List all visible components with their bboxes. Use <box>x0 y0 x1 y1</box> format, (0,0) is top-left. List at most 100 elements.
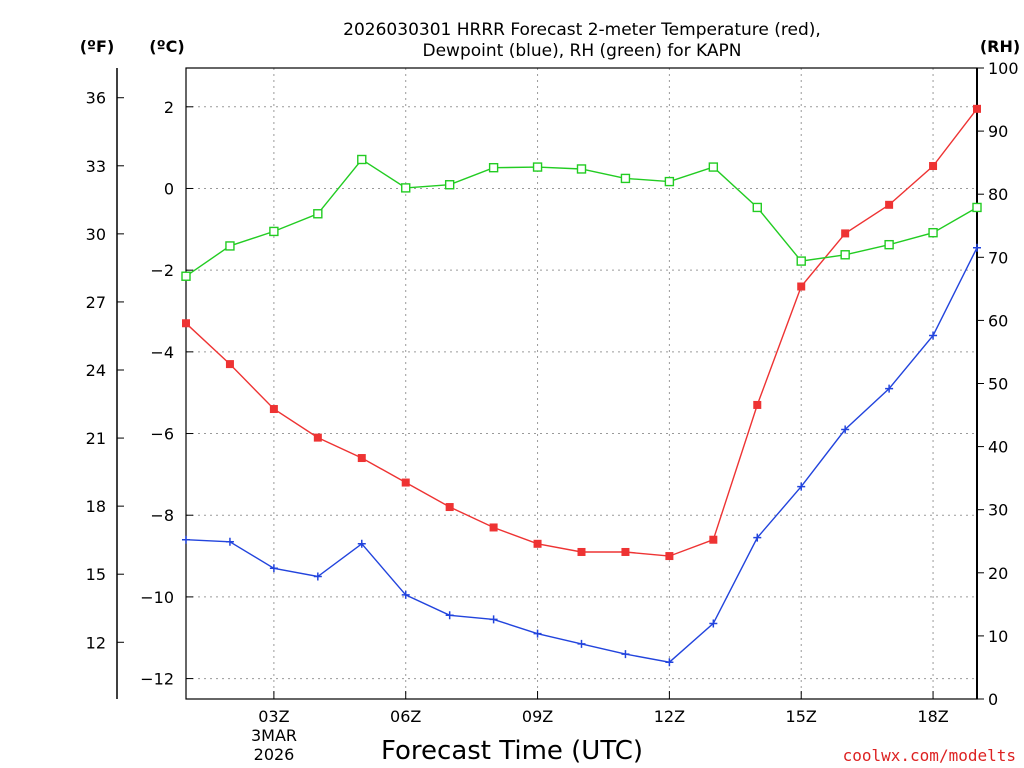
series-1 <box>182 243 981 667</box>
fahrenheit-tick-label: 15 <box>86 565 106 584</box>
x-tick-label: 18Z <box>917 707 948 726</box>
rh-tick-label: 70 <box>988 248 1008 267</box>
x-tick-label: 15Z <box>786 707 817 726</box>
rh-tick-label: 80 <box>988 185 1008 204</box>
data-point <box>313 209 323 219</box>
data-point <box>708 162 719 172</box>
date-label-day: 3MAR <box>251 726 297 745</box>
rh-unit-label: (RH) <box>980 37 1020 56</box>
data-point <box>664 176 675 187</box>
data-point <box>225 537 234 546</box>
celsius-tick-label: −6 <box>150 425 174 444</box>
celsius-unit-label: (ºC) <box>149 37 184 56</box>
data-point <box>577 547 586 556</box>
series-layer <box>181 104 982 667</box>
data-point <box>753 400 762 409</box>
credit-text[interactable]: coolwx.com/modelts <box>843 746 1016 765</box>
data-point <box>885 384 894 393</box>
data-point <box>401 590 410 599</box>
series-line <box>185 108 978 557</box>
x-axis-ticks: 03Z 06Z 09Z 12Z 15Z 18Z <box>258 691 949 726</box>
data-point <box>445 611 454 620</box>
data-point <box>357 154 367 165</box>
data-point <box>401 183 411 193</box>
data-point <box>973 104 981 113</box>
rh-tick-label: 100 <box>988 59 1019 78</box>
gridlines <box>186 68 977 699</box>
rh-tick-label: 60 <box>988 311 1008 330</box>
data-point <box>621 547 630 556</box>
celsius-tick-label: 0 <box>164 179 174 198</box>
fahrenheit-tick-label: 24 <box>86 361 106 380</box>
data-point <box>885 200 894 209</box>
data-point <box>444 180 455 190</box>
data-point <box>182 319 190 328</box>
data-point <box>225 360 234 369</box>
data-point <box>401 478 410 487</box>
data-point <box>709 619 718 628</box>
data-point <box>929 331 938 340</box>
celsius-tick-label: −12 <box>140 670 174 689</box>
rh-tick-label: 20 <box>988 564 1008 583</box>
rh-tick-label: 10 <box>988 627 1008 646</box>
chart-title-line2: Dewpoint (blue), RH (green) for KAPN <box>422 41 741 61</box>
rh-axis-ticks: 0 10 20 30 40 50 60 70 80 90 100 <box>977 59 1019 709</box>
data-point <box>796 256 806 266</box>
fahrenheit-tick-label: 27 <box>86 293 106 312</box>
data-point <box>973 243 981 252</box>
data-point <box>665 552 674 561</box>
fahrenheit-axis-ticks: 12 15 18 21 24 27 30 33 36 <box>86 89 124 652</box>
data-point <box>357 454 366 463</box>
data-point <box>182 535 190 544</box>
data-point <box>357 539 366 548</box>
data-point <box>533 629 542 638</box>
series-line <box>185 158 978 277</box>
rh-tick-label: 40 <box>988 438 1008 457</box>
data-point <box>753 533 762 542</box>
data-point <box>929 162 938 171</box>
data-point <box>488 162 499 173</box>
data-point <box>532 162 543 172</box>
data-point <box>709 535 718 544</box>
data-point <box>445 503 454 512</box>
celsius-tick-label: −4 <box>150 343 174 362</box>
fahrenheit-tick-label: 30 <box>86 225 106 244</box>
data-point <box>225 241 235 251</box>
fahrenheit-tick-label: 18 <box>86 497 106 516</box>
data-point <box>665 658 674 667</box>
data-point <box>269 405 278 414</box>
x-axis-label: Forecast Time (UTC) <box>381 736 643 766</box>
data-point <box>620 173 631 184</box>
x-tick-label: 12Z <box>654 707 685 726</box>
celsius-axis-ticks: −12 −10 −8 −6 −4 −2 0 2 <box>140 98 193 689</box>
data-point <box>181 271 191 281</box>
data-point <box>269 564 278 573</box>
rh-tick-label: 50 <box>988 375 1008 394</box>
celsius-tick-label: −10 <box>140 588 174 607</box>
fahrenheit-tick-label: 21 <box>86 429 106 448</box>
data-point <box>576 164 587 174</box>
data-point <box>928 227 938 238</box>
data-point <box>797 282 806 291</box>
series-line <box>185 247 978 663</box>
data-point <box>269 226 279 237</box>
plot-area-frame <box>185 67 978 700</box>
date-label-year: 2026 <box>254 745 295 764</box>
series-0 <box>182 104 981 561</box>
x-tick-label: 09Z <box>522 707 553 726</box>
x-tick-label: 06Z <box>390 707 421 726</box>
data-point <box>489 615 498 624</box>
x-tick-label: 03Z <box>258 707 289 726</box>
series-2 <box>181 154 982 281</box>
rh-tick-label: 0 <box>988 690 998 709</box>
celsius-tick-label: 2 <box>164 98 174 117</box>
fahrenheit-unit-label: (ºF) <box>80 37 115 56</box>
data-point <box>621 650 630 659</box>
data-point <box>489 523 498 532</box>
data-point <box>840 250 850 260</box>
data-point <box>841 425 850 434</box>
fahrenheit-tick-label: 33 <box>86 157 106 176</box>
rh-tick-label: 90 <box>988 122 1008 141</box>
chart-title-line1: 2026030301 HRRR Forecast 2-meter Tempera… <box>343 20 821 40</box>
